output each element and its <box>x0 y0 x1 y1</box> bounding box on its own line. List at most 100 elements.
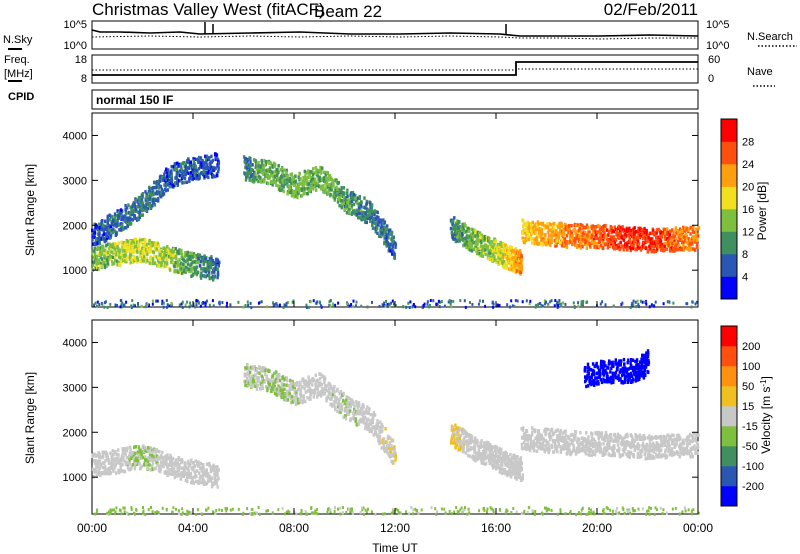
power-cell <box>475 247 478 252</box>
cpid-label: CPID <box>8 91 34 103</box>
power-cell <box>170 169 173 173</box>
velocity-cell <box>121 449 125 454</box>
velocity-cell <box>128 458 131 462</box>
power-cell <box>121 249 124 254</box>
power-cell <box>327 178 330 182</box>
power-cell <box>208 161 211 166</box>
power-cell <box>192 272 195 277</box>
power-cell <box>617 245 620 250</box>
power-cell <box>507 267 511 271</box>
power-cell <box>329 299 332 303</box>
power-cell <box>379 234 382 238</box>
power-cell <box>518 261 522 265</box>
power-cell <box>603 231 606 235</box>
power-cell <box>265 171 268 176</box>
power-cell <box>464 305 467 309</box>
power-cell <box>194 267 198 272</box>
power-cell <box>344 197 347 202</box>
power-cell <box>632 303 635 307</box>
power-cell <box>332 304 335 308</box>
power-cell <box>677 243 681 247</box>
power-cell <box>650 303 653 307</box>
velocity-cell <box>105 454 108 458</box>
power-cell <box>643 230 646 235</box>
power-cell <box>259 176 262 180</box>
power-cell <box>276 304 279 308</box>
power-colorbar-swatch <box>721 119 737 142</box>
velocity-cell <box>149 446 153 450</box>
power-cell <box>207 273 211 277</box>
power-cell <box>463 236 466 241</box>
power-cell <box>346 191 349 195</box>
velocity-cell <box>275 387 279 392</box>
power-cell <box>507 250 510 255</box>
power-cell <box>181 266 185 271</box>
power-cell <box>281 188 284 192</box>
power-cell <box>194 170 197 175</box>
power-cell <box>631 246 635 251</box>
velocity-cell <box>268 369 271 373</box>
power-cell <box>570 224 573 228</box>
power-cell <box>474 242 477 247</box>
velocity-cell <box>303 386 306 391</box>
velocity-cell <box>142 449 146 453</box>
power-cell <box>521 231 524 236</box>
power-cell <box>193 253 196 258</box>
power-cell <box>601 300 604 304</box>
power-cell <box>149 189 152 194</box>
power-cell <box>242 305 245 309</box>
velocity-cell <box>117 458 121 463</box>
power-cell <box>356 209 359 213</box>
power-cell <box>546 222 549 226</box>
power-cell <box>304 174 307 178</box>
velocity-cell <box>129 447 132 451</box>
velocity-cell <box>119 469 122 473</box>
velocity-cell <box>326 394 330 399</box>
power-cell <box>251 163 254 167</box>
power-cell <box>555 235 558 240</box>
velocity-cell <box>131 451 134 455</box>
power-cell <box>163 251 167 255</box>
power-cell <box>273 303 276 307</box>
velocity-cell <box>119 466 122 471</box>
power-cell <box>514 250 517 255</box>
power-cell <box>204 170 208 175</box>
power-cell <box>118 209 121 213</box>
power-cell <box>151 190 155 194</box>
power-cell <box>638 236 641 240</box>
power-cell <box>683 239 687 243</box>
velocity-cell <box>187 459 190 464</box>
power-cell <box>203 258 206 263</box>
power-cell <box>437 299 440 303</box>
power-cell <box>185 169 188 174</box>
power-cell <box>137 240 140 244</box>
velocity-cell <box>153 448 156 452</box>
power-cell <box>377 220 380 224</box>
power-cell <box>388 304 391 308</box>
power-cell <box>517 270 521 274</box>
power-cell <box>208 256 211 261</box>
velocity-cell <box>246 371 249 375</box>
power-cell <box>273 175 277 179</box>
power-cell <box>156 299 159 303</box>
power-cell <box>265 168 269 173</box>
power-cell <box>534 227 538 232</box>
power-cell <box>336 187 339 192</box>
power-cell <box>685 236 689 240</box>
power-cell <box>289 173 292 177</box>
power-cell <box>682 235 686 239</box>
power-cell <box>214 264 217 268</box>
velocity-cell <box>128 454 131 458</box>
power-cell <box>169 248 172 253</box>
velocity-cell <box>189 475 192 480</box>
power-cell <box>486 245 489 249</box>
velocity-cell <box>125 455 129 460</box>
power-cell <box>160 191 163 196</box>
power-cell <box>169 185 172 189</box>
power-cell <box>455 228 458 233</box>
velocity-cell <box>306 380 309 384</box>
power-cell <box>166 183 170 187</box>
power-cell <box>161 175 164 180</box>
power-cell <box>411 304 414 308</box>
power-cell <box>491 253 495 257</box>
